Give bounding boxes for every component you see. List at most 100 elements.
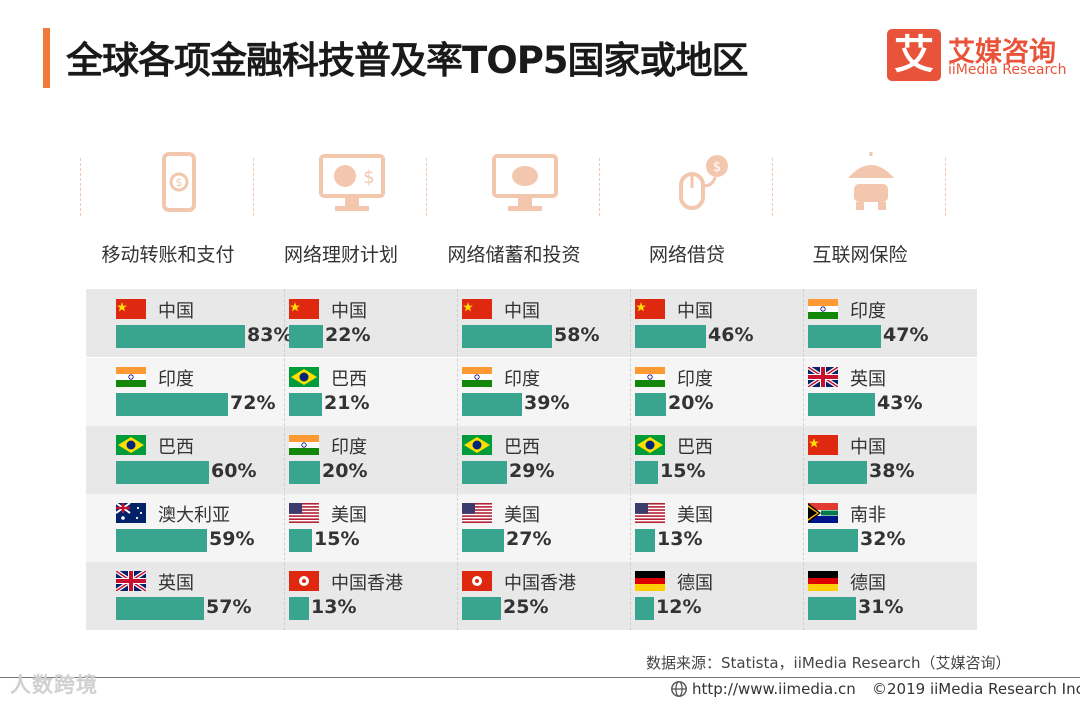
category-label: 网络理财计划 xyxy=(283,244,398,266)
country-label: 巴西 xyxy=(331,369,367,390)
value-label: 21% xyxy=(324,392,370,414)
value-bar xyxy=(116,393,228,416)
value-label: 47% xyxy=(883,324,929,346)
watermark-text: 人数跨境 xyxy=(10,673,98,697)
svg-text:$: $ xyxy=(713,160,721,175)
country-label: 德国 xyxy=(677,573,713,594)
value-label: 83% xyxy=(247,324,293,346)
flag-br-icon xyxy=(462,435,492,455)
value-label: 46% xyxy=(708,324,754,346)
icon-separator xyxy=(426,158,427,216)
country-label: 中国香港 xyxy=(331,573,403,594)
value-label: 15% xyxy=(314,528,360,550)
ranking-cell: 美国 13% xyxy=(635,493,807,561)
ranking-cell: 中国 22% xyxy=(289,289,461,357)
piggy-bank-icon xyxy=(480,148,570,218)
ranking-cell: 印度 72% xyxy=(116,357,288,425)
flag-au-icon xyxy=(116,503,146,523)
value-bar xyxy=(462,597,501,620)
country-label: 中国 xyxy=(331,301,367,322)
column-divider xyxy=(630,289,631,630)
value-label: 72% xyxy=(230,392,276,414)
footer-url[interactable]: http://www.iimedia.cn xyxy=(692,680,856,698)
country-label: 中国香港 xyxy=(504,573,576,594)
flag-br-icon xyxy=(289,367,319,387)
icon-separator xyxy=(945,158,946,216)
country-label: 印度 xyxy=(158,369,194,390)
country-label: 中国 xyxy=(850,437,886,458)
flag-cn-icon xyxy=(808,435,838,455)
ranking-cell: 印度 20% xyxy=(635,357,807,425)
country-label: 巴西 xyxy=(677,437,713,458)
ranking-cell: 德国 12% xyxy=(635,561,807,629)
mobile-payment-icon: $ xyxy=(134,148,224,218)
icon-separator xyxy=(599,158,600,216)
ranking-cell: 巴西 29% xyxy=(462,425,634,493)
country-label: 英国 xyxy=(850,369,886,390)
value-bar xyxy=(635,597,654,620)
country-label: 美国 xyxy=(677,505,713,526)
icon-separator xyxy=(772,158,773,216)
ranking-cell: 印度 39% xyxy=(462,357,634,425)
value-bar xyxy=(116,597,204,620)
value-bar xyxy=(116,461,209,484)
column-divider xyxy=(284,289,285,630)
value-bar xyxy=(289,393,322,416)
flag-br-icon xyxy=(116,435,146,455)
category-label: 网络储蓄和投资 xyxy=(447,244,581,266)
value-label: 27% xyxy=(506,528,552,550)
country-label: 中国 xyxy=(504,301,540,322)
value-label: 20% xyxy=(668,392,714,414)
logo-name-cn: 艾媒咨询 xyxy=(948,37,1056,68)
country-label: 印度 xyxy=(504,369,540,390)
data-source: 数据来源：Statista，iiMedia Research（艾媒咨询） xyxy=(646,654,1011,672)
ranking-cell: 中国香港 25% xyxy=(462,561,634,629)
svg-text:$: $ xyxy=(176,176,183,189)
value-bar xyxy=(116,529,207,552)
flag-cn-icon xyxy=(289,299,319,319)
ranking-cell: 美国 27% xyxy=(462,493,634,561)
ranking-cell: 英国 43% xyxy=(808,357,980,425)
ranking-cell: 巴西 60% xyxy=(116,425,288,493)
value-label: 57% xyxy=(206,596,252,618)
value-label: 13% xyxy=(311,596,357,618)
flag-de-icon xyxy=(808,571,838,591)
flag-in-icon xyxy=(116,367,146,387)
footer-copyright: ©2019 iiMedia Research Inc xyxy=(872,680,1080,698)
ranking-cell: 中国 58% xyxy=(462,289,634,357)
value-label: 38% xyxy=(869,460,915,482)
value-bar xyxy=(635,325,706,348)
ranking-cell: 中国 46% xyxy=(635,289,807,357)
value-bar xyxy=(462,325,552,348)
value-label: 59% xyxy=(209,528,255,550)
flag-gb-icon xyxy=(808,367,838,387)
ranking-grid: 中国 83% 印度 72% 巴西 60% 澳大利亚 59% 英国 57% 中国 22% 巴西 21% 印度 2… xyxy=(86,289,977,630)
logo-name-en: iiMedia Research xyxy=(948,62,1067,78)
value-label: 12% xyxy=(656,596,702,618)
svg-text:$: $ xyxy=(363,167,374,188)
country-label: 南非 xyxy=(850,505,886,526)
icon-separator xyxy=(80,158,81,216)
flag-cn-icon xyxy=(116,299,146,319)
flag-in-icon xyxy=(808,299,838,319)
value-bar xyxy=(808,461,867,484)
title-accent-bar xyxy=(43,28,50,88)
country-label: 德国 xyxy=(850,573,886,594)
value-label: 25% xyxy=(503,596,549,618)
flag-in-icon xyxy=(635,367,665,387)
icon-separator xyxy=(253,158,254,216)
country-label: 中国 xyxy=(158,301,194,322)
value-bar xyxy=(635,529,655,552)
country-label: 印度 xyxy=(331,437,367,458)
value-label: 43% xyxy=(877,392,923,414)
page-title: 全球各项金融科技普及率TOP5国家或地区 xyxy=(66,39,749,82)
value-bar xyxy=(808,325,881,348)
value-label: 20% xyxy=(322,460,368,482)
flag-hk-icon xyxy=(462,571,492,591)
value-label: 13% xyxy=(657,528,703,550)
country-label: 中国 xyxy=(677,301,713,322)
ranking-cell: 美国 15% xyxy=(289,493,461,561)
flag-cn-icon xyxy=(462,299,492,319)
flag-za-icon xyxy=(808,503,838,523)
flag-br-icon xyxy=(635,435,665,455)
